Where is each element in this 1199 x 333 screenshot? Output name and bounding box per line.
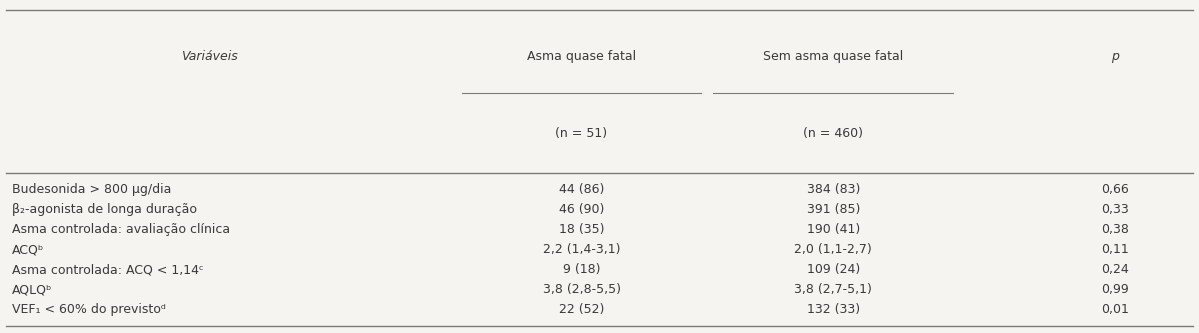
- Text: Budesonida > 800 μg/dia: Budesonida > 800 μg/dia: [12, 183, 171, 196]
- Text: ACQᵇ: ACQᵇ: [12, 243, 44, 256]
- Text: 391 (85): 391 (85): [807, 203, 860, 216]
- Text: 3,8 (2,7-5,1): 3,8 (2,7-5,1): [795, 283, 872, 296]
- Text: VEF₁ < 60% do previstoᵈ: VEF₁ < 60% do previstoᵈ: [12, 303, 165, 316]
- Text: 0,01: 0,01: [1101, 303, 1129, 316]
- Text: 0,38: 0,38: [1101, 223, 1129, 236]
- Text: Asma controlada: avaliação clínica: Asma controlada: avaliação clínica: [12, 223, 230, 236]
- Text: 3,8 (2,8-5,5): 3,8 (2,8-5,5): [542, 283, 621, 296]
- Text: 0,99: 0,99: [1101, 283, 1129, 296]
- Text: Sem asma quase fatal: Sem asma quase fatal: [764, 50, 903, 63]
- Text: Asma quase fatal: Asma quase fatal: [526, 50, 637, 63]
- Text: p: p: [1111, 50, 1119, 63]
- Text: 384 (83): 384 (83): [807, 183, 860, 196]
- Text: 132 (33): 132 (33): [807, 303, 860, 316]
- Text: 18 (35): 18 (35): [559, 223, 604, 236]
- Text: (n = 460): (n = 460): [803, 127, 863, 140]
- Text: 22 (52): 22 (52): [559, 303, 604, 316]
- Text: (n = 51): (n = 51): [555, 127, 608, 140]
- Text: 190 (41): 190 (41): [807, 223, 860, 236]
- Text: AQLQᵇ: AQLQᵇ: [12, 283, 53, 296]
- Text: 2,0 (1,1-2,7): 2,0 (1,1-2,7): [795, 243, 872, 256]
- Text: 2,2 (1,4-3,1): 2,2 (1,4-3,1): [543, 243, 620, 256]
- Text: 0,33: 0,33: [1101, 203, 1129, 216]
- Text: 46 (90): 46 (90): [559, 203, 604, 216]
- Text: 9 (18): 9 (18): [562, 263, 601, 276]
- Text: 44 (86): 44 (86): [559, 183, 604, 196]
- Text: 0,11: 0,11: [1101, 243, 1129, 256]
- Text: Variáveis: Variáveis: [181, 50, 239, 63]
- Text: 109 (24): 109 (24): [807, 263, 860, 276]
- Text: 0,24: 0,24: [1101, 263, 1129, 276]
- Text: Asma controlada: ACQ < 1,14ᶜ: Asma controlada: ACQ < 1,14ᶜ: [12, 263, 204, 276]
- Text: β₂-agonista de longa duração: β₂-agonista de longa duração: [12, 203, 197, 216]
- Text: 0,66: 0,66: [1101, 183, 1129, 196]
